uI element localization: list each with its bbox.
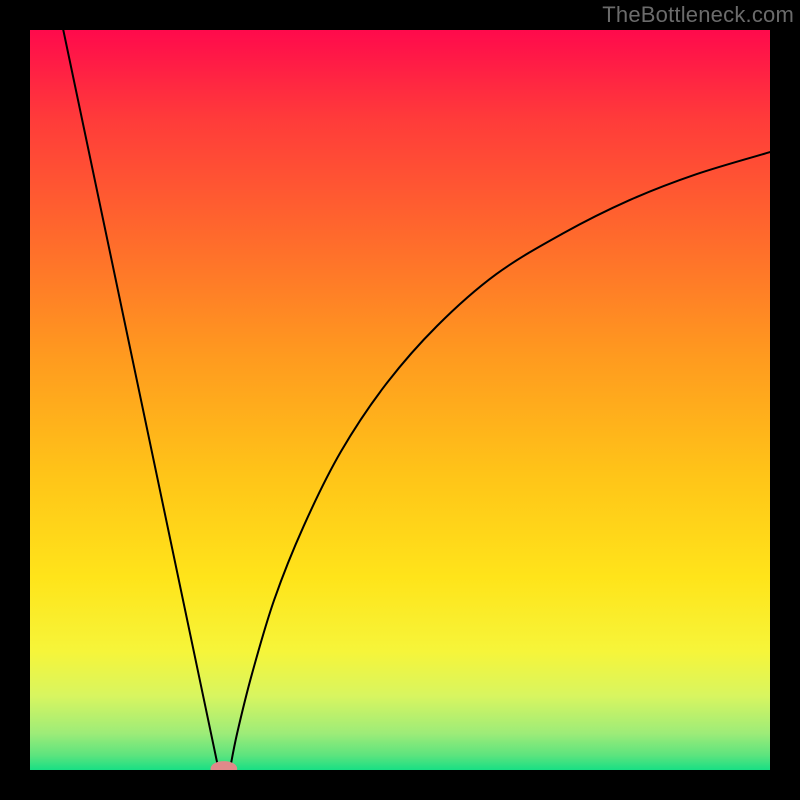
curve-right-branch [230, 152, 770, 770]
plot-frame [30, 30, 770, 770]
optimal-point-marker [211, 761, 238, 770]
curve-layer [30, 30, 770, 770]
watermark-text: TheBottleneck.com [602, 0, 800, 28]
chart-stage: TheBottleneck.com [0, 0, 800, 800]
curve-left-branch [63, 30, 218, 770]
